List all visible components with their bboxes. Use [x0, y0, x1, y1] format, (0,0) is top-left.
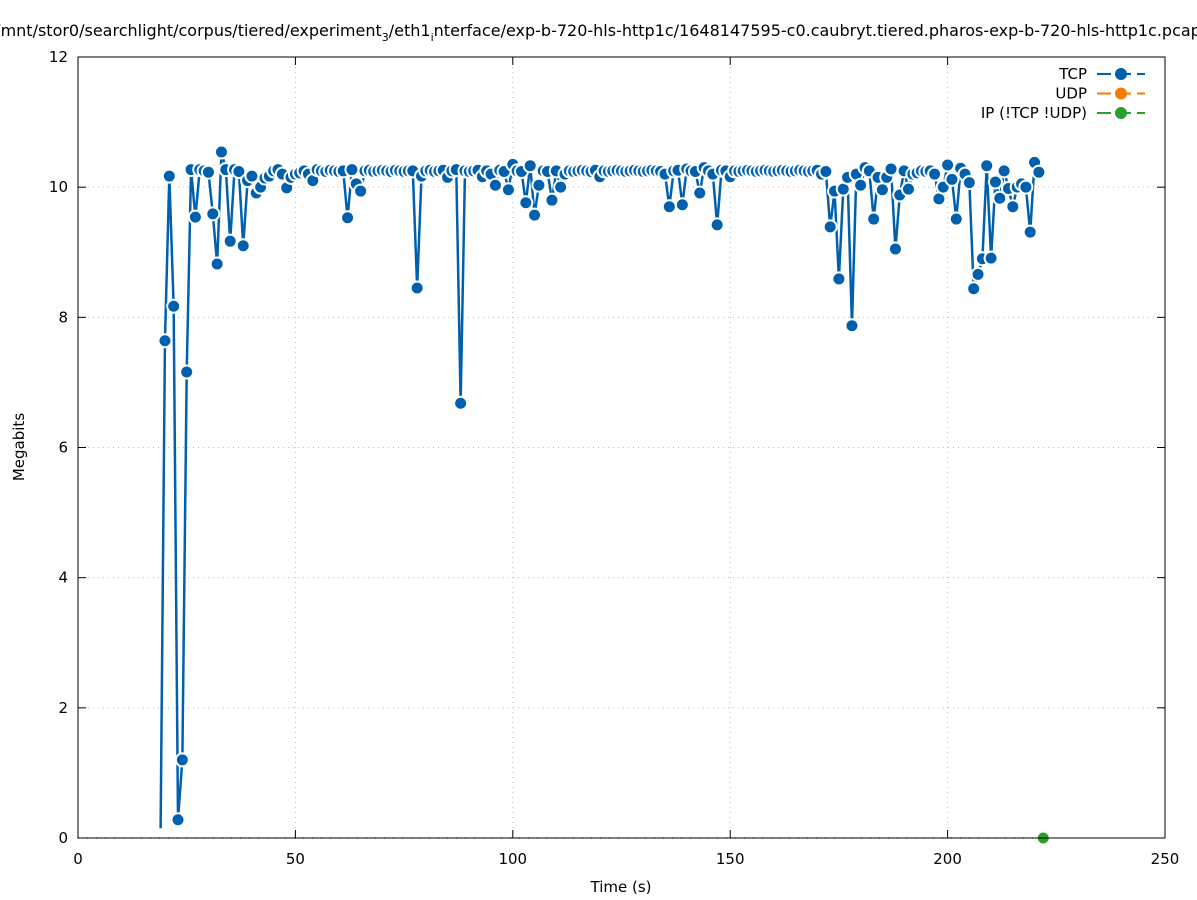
- title-part: nterface/exp-b-720-hls-http1c/1648147595…: [434, 21, 1197, 40]
- data-point: [661, 199, 677, 215]
- data-point: [205, 206, 221, 222]
- data-point: [970, 266, 986, 282]
- data-point: [674, 197, 690, 213]
- data-point: [453, 395, 469, 411]
- y-tick-label: 4: [58, 569, 68, 587]
- x-tick-label: 50: [286, 850, 305, 868]
- data-point: [966, 281, 982, 297]
- data-point: [244, 168, 260, 184]
- data-point: [887, 241, 903, 257]
- data-point: [500, 182, 516, 198]
- data-point: [1005, 199, 1021, 215]
- data-point: [961, 175, 977, 191]
- data-point: [831, 271, 847, 287]
- data-point: [1022, 224, 1038, 240]
- data-point: [844, 318, 860, 334]
- data-point: [900, 181, 916, 197]
- plot-border: [77, 56, 1166, 839]
- data-point: [161, 168, 177, 184]
- data-point: [553, 179, 569, 195]
- title-subscript: 3: [382, 31, 389, 44]
- data-point: [544, 192, 560, 208]
- data-point: [940, 157, 956, 173]
- data-point: [992, 190, 1008, 206]
- y-tick-label: 8: [58, 308, 68, 326]
- title-subscript: i: [431, 31, 434, 44]
- title-part: /mnt/stor0/searchlight/corpus/tiered/exp…: [0, 21, 382, 40]
- data-point: [709, 217, 725, 233]
- data-point: [822, 219, 838, 235]
- data-point: [531, 177, 547, 193]
- data-point: [818, 164, 834, 180]
- data-point: [487, 177, 503, 193]
- y-tick-label: 12: [49, 48, 68, 66]
- x-tick-label: 250: [1151, 850, 1180, 868]
- data-point: [157, 333, 173, 349]
- legend-label: IP (!TCP !UDP): [981, 104, 1087, 122]
- data-point: [170, 812, 186, 828]
- series-layer: [78, 144, 1051, 846]
- data-point: [944, 171, 960, 187]
- data-point: [527, 207, 543, 223]
- data-point: [231, 164, 247, 180]
- y-tick-label: 0: [58, 829, 68, 847]
- data-point: [166, 298, 182, 314]
- x-tick-label: 100: [498, 850, 527, 868]
- y-axis-label: Megabits: [10, 413, 28, 481]
- data-point: [179, 364, 195, 380]
- data-point: [927, 166, 943, 182]
- chart-title: /mnt/stor0/searchlight/corpus/tiered/exp…: [0, 21, 1197, 44]
- x-tick-label: 150: [716, 850, 745, 868]
- data-point: [983, 250, 999, 266]
- data-point: [979, 158, 995, 174]
- data-point: [987, 174, 1003, 190]
- data-point: [1018, 179, 1034, 195]
- data-point: [874, 182, 890, 198]
- legend-marker: [1115, 107, 1127, 119]
- data-point: [522, 158, 538, 174]
- legend-label: UDP: [1055, 85, 1087, 103]
- data-point: [187, 209, 203, 225]
- data-point: [1031, 164, 1047, 180]
- data-point: [853, 177, 869, 193]
- data-point: [353, 183, 369, 199]
- legend-label: TCP: [1058, 65, 1087, 83]
- y-tick-label: 10: [49, 178, 68, 196]
- x-axis-label: Time (s): [590, 878, 652, 896]
- data-point: [866, 211, 882, 227]
- legend-marker: [1115, 68, 1127, 80]
- data-point: [883, 161, 899, 177]
- series-line-tcp: [159, 151, 1041, 829]
- data-point: [344, 162, 360, 178]
- x-tick-label: 0: [73, 850, 83, 868]
- data-point: [209, 256, 225, 272]
- data-point: [174, 752, 190, 768]
- title-part: /eth1: [389, 21, 431, 40]
- y-tick-label: 6: [58, 439, 68, 457]
- data-point: [409, 280, 425, 296]
- data-point: [948, 211, 964, 227]
- data-point: [340, 210, 356, 226]
- y-tick-label: 2: [58, 699, 68, 717]
- data-point: [200, 164, 216, 180]
- data-point: [518, 195, 534, 211]
- data-point: [213, 144, 229, 160]
- x-tick-label: 200: [933, 850, 962, 868]
- data-point: [235, 238, 251, 254]
- data-point: [692, 185, 708, 201]
- data-point: [996, 163, 1012, 179]
- legend-marker: [1115, 87, 1127, 100]
- data-point: [222, 233, 238, 249]
